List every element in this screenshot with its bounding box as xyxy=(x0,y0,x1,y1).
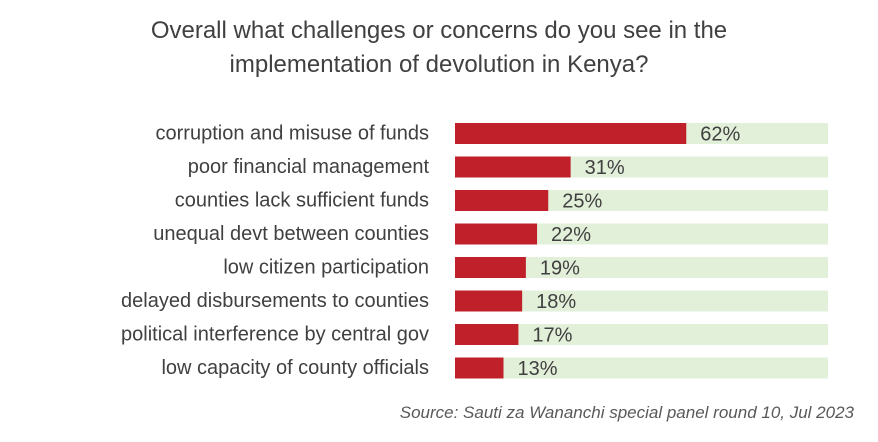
source-note: Source: Sauti za Wananchi special panel … xyxy=(399,403,854,422)
bar xyxy=(455,123,687,144)
bar xyxy=(455,223,538,245)
data-label: 25% xyxy=(562,191,602,213)
chart-title: Overall what challenges or concerns do y… xyxy=(0,14,878,82)
data-label: 22% xyxy=(551,224,591,246)
chart-title-line-2: implementation of devolution in Kenya? xyxy=(229,51,649,78)
data-label: 17% xyxy=(532,325,572,347)
bar-track xyxy=(455,324,828,345)
bar xyxy=(455,156,571,178)
category-label: political interference by central gov xyxy=(121,324,429,346)
bar xyxy=(455,190,549,211)
bar-track xyxy=(455,357,828,379)
category-label: low capacity of county officials xyxy=(161,357,429,379)
data-label: 19% xyxy=(540,258,580,280)
category-label: delayed disbursements to counties xyxy=(121,290,429,312)
data-label: 18% xyxy=(536,291,576,313)
category-label: counties lack sufficient funds xyxy=(175,190,429,212)
category-label: low citizen participation xyxy=(223,257,429,279)
chart-title-line-1: Overall what challenges or concerns do y… xyxy=(150,17,728,44)
data-label: 13% xyxy=(517,358,557,380)
bar-track xyxy=(455,257,828,278)
bar xyxy=(455,357,504,379)
bar-track xyxy=(455,290,828,312)
bar-track xyxy=(455,223,828,245)
bar xyxy=(455,257,526,278)
bar xyxy=(455,324,519,345)
data-label: 31% xyxy=(585,157,625,179)
data-label: 62% xyxy=(700,124,740,146)
category-label: poor financial management xyxy=(188,156,430,178)
category-label: unequal devt between counties xyxy=(153,223,429,245)
bar xyxy=(455,290,523,312)
category-label: corruption and misuse of funds xyxy=(156,123,430,145)
